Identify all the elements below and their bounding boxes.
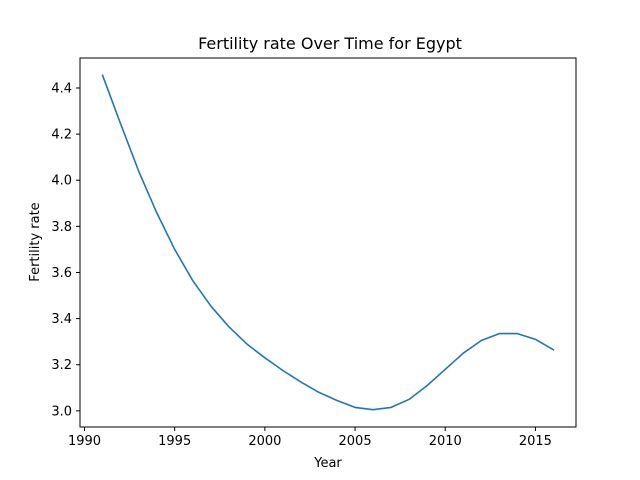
y-tick-label: 3.4 <box>51 312 72 327</box>
y-tick-label: 4.4 <box>51 81 72 96</box>
x-tick-label: 1995 <box>158 434 191 449</box>
x-tick-label: 1990 <box>68 434 101 449</box>
y-axis-ticks: 3.0 3.2 3.4 3.6 3.8 4.0 4.2 4.4 <box>51 81 80 419</box>
y-tick-label: 3.2 <box>51 358 72 373</box>
series-line <box>101 74 555 411</box>
y-axis-label: Fertility rate <box>28 202 43 281</box>
chart-title: Fertility rate Over Time for Egypt <box>198 34 462 53</box>
x-axis-label: Year <box>313 456 342 471</box>
x-tick-label: 2010 <box>429 434 462 449</box>
y-tick-label: 4.2 <box>51 128 72 143</box>
axes-frame <box>79 57 577 428</box>
y-tick-label: 3.6 <box>51 266 72 281</box>
y-tick-label: 4.0 <box>51 174 72 189</box>
y-tick-label: 3.0 <box>51 404 72 419</box>
x-axis-ticks: 1990 1995 2000 2005 2010 2015 <box>68 427 552 449</box>
plot-area <box>101 74 555 411</box>
x-tick-label: 2015 <box>519 434 552 449</box>
x-tick-label: 2005 <box>339 434 372 449</box>
y-tick-label: 3.8 <box>51 220 72 235</box>
x-tick-label: 2000 <box>248 434 281 449</box>
